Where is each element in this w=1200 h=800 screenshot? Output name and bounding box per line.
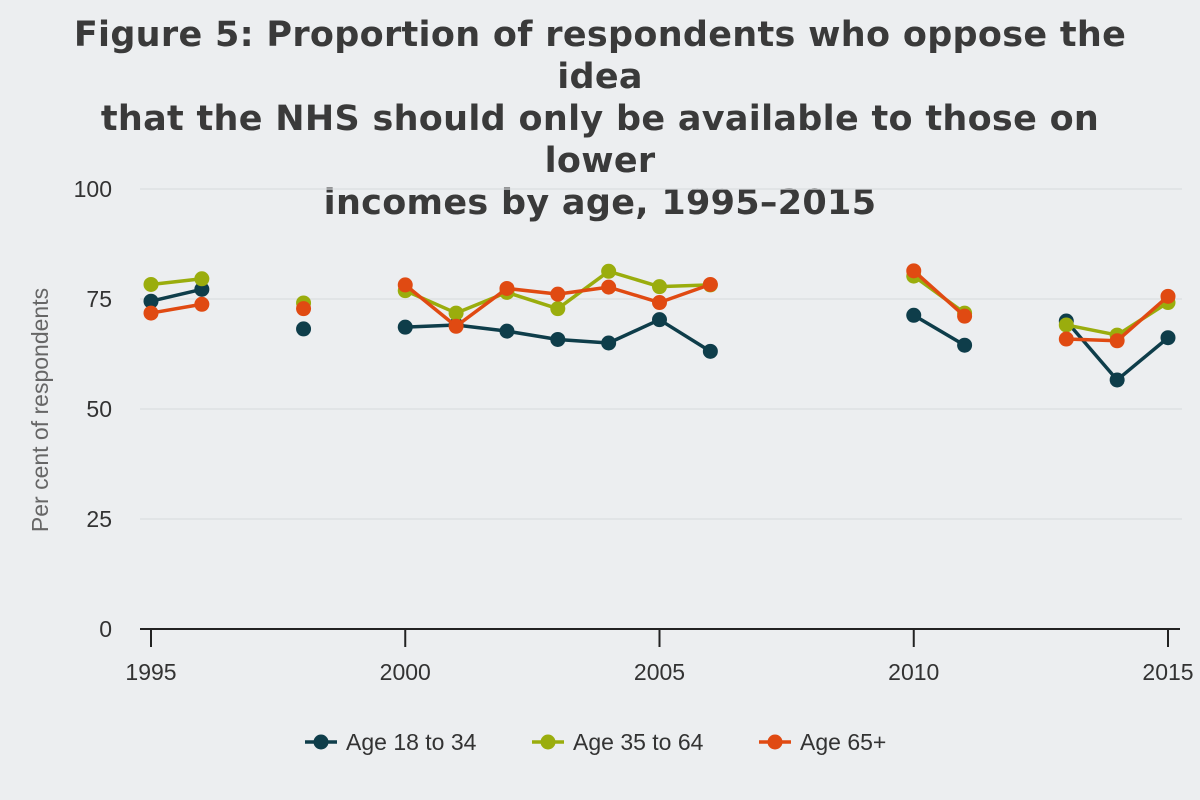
series-line-segment — [505, 329, 560, 342]
legend-swatch-marker — [313, 734, 329, 750]
data-point — [652, 279, 667, 295]
legend-item: Age 18 to 34 — [305, 729, 477, 755]
data-point — [550, 301, 566, 317]
data-point — [143, 276, 159, 292]
data-point — [194, 271, 210, 287]
series-line-segment — [149, 277, 204, 287]
gridlines — [140, 188, 1182, 520]
series-line-segment — [606, 285, 662, 305]
data-point — [397, 319, 413, 335]
chart-title: Figure 5: Proportion of respondents who … — [40, 14, 1160, 224]
series-1 — [143, 281, 1176, 388]
series-line-segment — [1064, 319, 1119, 382]
data-point — [1058, 317, 1074, 333]
series-line-segment — [403, 288, 458, 315]
data-point — [906, 263, 922, 279]
data-point — [652, 295, 667, 311]
axes: 0 25 50 75 100 1995 2000 2005 2010 2015 — [74, 176, 1194, 685]
y-tick-label: 50 — [86, 396, 112, 422]
series-line-segment — [657, 283, 713, 289]
chart-title-line-1: Figure 5: Proportion of respondents who … — [73, 15, 1127, 97]
series-line-segment — [556, 337, 611, 345]
data-point — [397, 277, 413, 293]
data-point — [957, 308, 973, 324]
data-point — [1058, 331, 1074, 347]
x-tick-label: 2000 — [380, 659, 431, 685]
y-tick-label: 75 — [86, 286, 112, 312]
data-point — [1160, 330, 1176, 346]
y-axis-title: Per cent of respondents — [27, 288, 53, 532]
data-point — [550, 331, 566, 347]
legend-swatch-marker — [767, 734, 783, 750]
data-point — [957, 337, 973, 353]
x-tick-label: 1995 — [125, 659, 176, 685]
series-line-segment — [505, 286, 560, 296]
data-point — [702, 276, 718, 292]
chart-title-line-3: incomes by age, 1995–2015 — [323, 183, 877, 223]
data-point — [448, 305, 464, 321]
data-point — [296, 301, 312, 317]
x-tick-label: 2015 — [1142, 659, 1193, 685]
legend-label: Age 65+ — [800, 729, 886, 755]
series-line-segment — [606, 317, 662, 345]
data-point — [601, 335, 617, 351]
data-point — [448, 318, 464, 334]
x-tick-label: 2005 — [634, 659, 685, 685]
legend-item: Age 35 to 64 — [532, 729, 704, 755]
data-point — [296, 321, 312, 337]
series-line-segment — [454, 323, 509, 333]
legend-item: Age 65+ — [759, 729, 886, 755]
series-line-segment — [505, 290, 560, 311]
data-point — [1109, 372, 1125, 388]
series-line-segment — [657, 282, 713, 305]
data-point — [702, 343, 718, 359]
data-point — [194, 281, 210, 297]
data-point — [601, 279, 617, 295]
series-line-segment — [1115, 335, 1170, 382]
data-point — [499, 280, 515, 296]
series — [143, 263, 1176, 388]
data-point — [499, 323, 515, 339]
y-tick-label: 25 — [86, 506, 112, 532]
series-line-segment — [606, 269, 662, 289]
data-point — [652, 312, 667, 328]
data-point — [143, 293, 159, 309]
series-3 — [143, 263, 1176, 349]
data-point — [194, 296, 210, 312]
series-line-segment — [556, 285, 611, 296]
series-line-segment — [912, 313, 967, 347]
series-line-segment — [403, 283, 458, 329]
series-line-segment — [1115, 294, 1170, 343]
y-tick-label: 0 — [99, 616, 112, 642]
legend-label: Age 35 to 64 — [573, 729, 704, 755]
data-point — [1109, 333, 1125, 349]
data-point — [550, 286, 566, 302]
data-point — [906, 307, 922, 323]
series-line-segment — [1064, 337, 1119, 343]
data-point — [1160, 288, 1176, 304]
y-tick-label: 100 — [74, 176, 112, 202]
legend-label: Age 18 to 34 — [346, 729, 477, 755]
legend-swatch-marker — [540, 734, 556, 750]
legend: Age 18 to 34 Age 35 to 64 Age 65+ — [305, 729, 886, 755]
series-line-segment — [454, 286, 509, 329]
series-line-segment — [1064, 323, 1119, 337]
series-line-segment — [403, 323, 458, 329]
series-line-segment — [149, 287, 204, 303]
series-line-segment — [912, 269, 967, 318]
data-point — [143, 305, 159, 321]
data-point — [601, 263, 617, 279]
chart-title-line-2: that the NHS should only be available to… — [100, 99, 1100, 181]
series-line-segment — [657, 317, 713, 354]
x-tick-label: 2010 — [888, 659, 939, 685]
series-line-segment — [149, 302, 204, 315]
